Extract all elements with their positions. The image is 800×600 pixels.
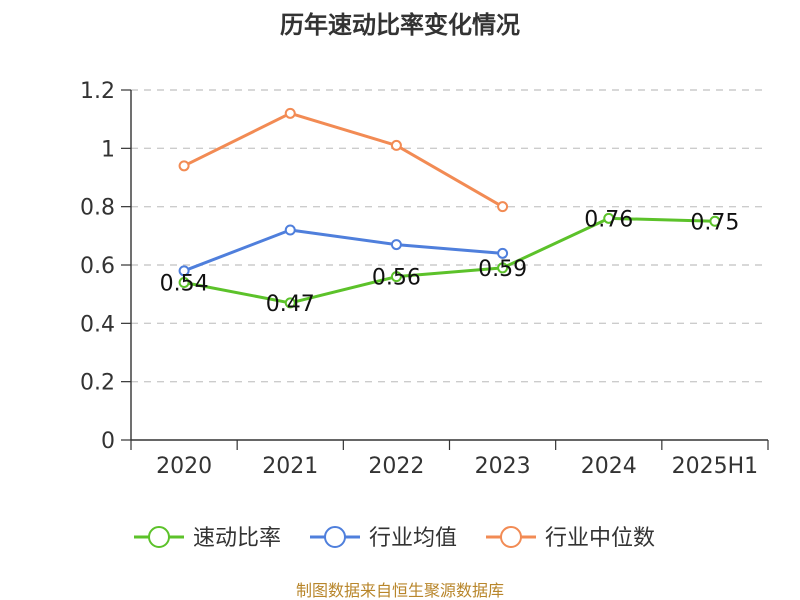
data-point	[497, 262, 509, 274]
data-point	[178, 265, 190, 277]
data-label: 0.56	[372, 266, 421, 291]
y-tick-label: 0.6	[80, 254, 115, 279]
y-tick-label: 1.2	[80, 79, 115, 104]
x-tick-label: 2023	[475, 454, 531, 479]
legend-label: 速动比率	[193, 526, 281, 551]
data-point	[178, 160, 190, 172]
source-note: 制图数据来自恒生聚源数据库	[296, 581, 504, 600]
series-line-1	[182, 228, 505, 273]
data-label: 0.75	[690, 210, 739, 235]
axes: 0 0.2 0.4 0.6 0.8 1 1.2 2020 2021 2022 2023 2024 202…	[80, 79, 769, 479]
data-point	[390, 139, 402, 151]
data-point	[390, 239, 402, 251]
series-layer	[178, 107, 721, 309]
y-tick-label: 0.8	[80, 196, 115, 221]
series-line-0	[182, 216, 717, 305]
chart-title: 历年速动比率变化情况	[280, 11, 520, 39]
legend-label: 行业中位数	[545, 526, 655, 551]
data-point	[284, 297, 296, 309]
series-line-2	[182, 111, 505, 209]
y-tick-label: 0.2	[80, 371, 115, 396]
data-label: 0.76	[584, 207, 633, 232]
x-tick-label: 2022	[368, 454, 424, 479]
data-label: 0.54	[160, 272, 209, 297]
y-tick-label: 0	[101, 429, 115, 454]
legend-swatch-marker	[500, 526, 522, 548]
data-point	[603, 212, 615, 224]
data-label: 0.47	[266, 292, 315, 317]
data-point	[497, 247, 509, 259]
x-tick-label: 2025H1	[672, 454, 759, 479]
data-label-layer: 0.54 0.47 0.56 0.59 0.76 0.75	[160, 207, 740, 317]
legend: 速动比率 行业均值 行业中位数	[134, 526, 655, 551]
y-tick-label: 0.4	[80, 312, 115, 337]
data-point	[178, 277, 190, 288]
data-label: 0.59	[478, 257, 527, 282]
legend-swatch-marker	[148, 526, 170, 548]
data-point	[284, 107, 296, 119]
data-point	[709, 215, 721, 227]
x-tick-label: 2024	[581, 454, 637, 479]
y-tick-label: 1	[101, 137, 115, 162]
legend-label: 行业均值	[369, 526, 457, 551]
x-tick-label: 2020	[156, 454, 212, 479]
grid-layer	[131, 89, 768, 383]
x-tick-label: 2021	[262, 454, 318, 479]
data-point	[390, 271, 402, 283]
data-point	[497, 201, 509, 213]
data-point	[284, 224, 296, 236]
legend-swatch-marker	[324, 526, 346, 548]
